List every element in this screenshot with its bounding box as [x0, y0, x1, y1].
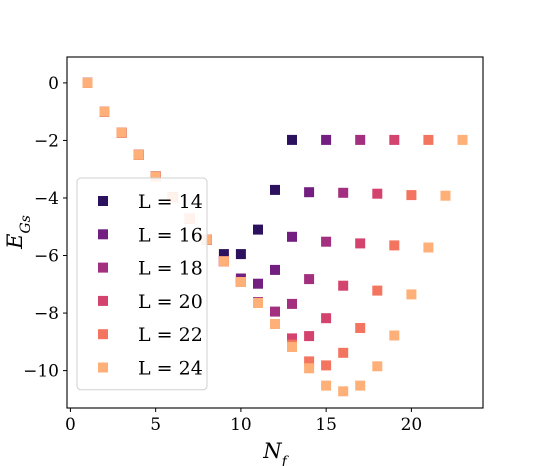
legend-label: L = 18: [138, 258, 203, 280]
x-tick-label: 10: [230, 415, 252, 435]
data-point-series-5: [133, 149, 144, 160]
data-point-series-5: [389, 330, 400, 341]
data-point-series-0: [270, 184, 280, 195]
data-point-series-4: [423, 134, 434, 145]
data-point-series-1: [253, 278, 263, 289]
data-point-series-3: [287, 333, 297, 344]
data-point-series-5: [457, 134, 468, 145]
data-point-series-5: [321, 380, 332, 391]
data-point-series-5: [116, 127, 127, 138]
data-point-series-5: [406, 289, 417, 300]
data-point-series-5: [82, 77, 93, 88]
data-point-series-5: [235, 277, 246, 287]
data-point-series-5: [287, 342, 297, 352]
data-point-series-4: [355, 323, 366, 333]
legend-marker: [98, 229, 108, 240]
data-point-series-5: [440, 190, 451, 201]
data-point-series-1: [304, 187, 315, 198]
data-point-series-3: [389, 134, 400, 145]
data-point-series-3: [338, 280, 349, 291]
data-point-series-4: [321, 360, 332, 371]
data-point-series-4: [389, 240, 400, 251]
legend-box: [76, 177, 208, 391]
legend-label: L = 14: [138, 191, 203, 213]
y-tick-label: −10: [23, 362, 59, 382]
legend-label: L = 16: [138, 224, 203, 246]
data-point-series-5: [253, 298, 263, 308]
legend-label: L = 22: [138, 324, 203, 346]
data-point-series-4: [338, 347, 349, 358]
x-tick-label: 5: [150, 415, 161, 435]
data-point-series-5: [355, 380, 366, 391]
data-point-series-0: [287, 134, 297, 145]
y-tick-label: −8: [34, 304, 59, 324]
data-point-series-5: [270, 319, 280, 329]
data-point-series-5: [150, 171, 161, 182]
data-point-series-4: [304, 356, 315, 367]
data-point-series-4: [372, 285, 383, 296]
data-point-series-5: [99, 106, 110, 117]
data-point-series-5: [304, 363, 315, 374]
data-point-series-1: [321, 134, 332, 145]
legend: L = 14 L = 16 L = 18 L = 20 L = 22 L = 24: [76, 177, 208, 391]
data-point-series-0: [253, 224, 263, 235]
legend-marker: [98, 262, 108, 273]
data-point-series-2: [321, 236, 332, 247]
legend-label: L = 20: [138, 291, 203, 313]
data-point-series-2: [338, 187, 349, 198]
data-point-series-3: [355, 238, 366, 249]
data-point-series-5: [372, 361, 383, 372]
x-tick-label: 20: [401, 415, 423, 435]
legend-marker: [98, 295, 108, 306]
legend-marker: [98, 329, 108, 340]
data-point-series-2: [355, 134, 366, 145]
legend-label: L = 24: [138, 358, 203, 380]
data-point-series-1: [270, 264, 280, 275]
x-tick-label: 15: [315, 415, 337, 435]
data-point-series-5: [423, 242, 434, 253]
data-point-series-5: [218, 256, 229, 267]
x-axis-label: Nf: [262, 439, 289, 466]
data-point-series-1: [287, 231, 297, 242]
data-point-series-3: [372, 188, 383, 199]
data-point-series-0: [218, 249, 229, 260]
y-tick-label: −2: [34, 131, 59, 151]
plot-frame: [66, 56, 484, 409]
y-tick-label: 0: [48, 74, 59, 94]
data-point-series-2: [304, 274, 315, 285]
data-point-series-2: [287, 298, 297, 309]
y-tick-label: −4: [34, 189, 59, 209]
legend-marker: [98, 196, 108, 206]
axis-ticks: 0 5 10 15 20 0 −2 −4 −6 −8 −10: [23, 74, 422, 435]
x-tick-label: 0: [65, 415, 76, 435]
data-point-series-0: [235, 249, 246, 260]
data-point-series-4: [406, 190, 417, 201]
legend-marker: [98, 362, 108, 373]
data-point-series-5: [338, 386, 349, 397]
data-point-series-3: [304, 331, 315, 342]
data-point-series-3: [321, 313, 332, 324]
y-axis-label: EGs: [3, 215, 34, 250]
y-tick-label: −6: [34, 247, 59, 267]
data-point-series-2: [270, 306, 280, 317]
